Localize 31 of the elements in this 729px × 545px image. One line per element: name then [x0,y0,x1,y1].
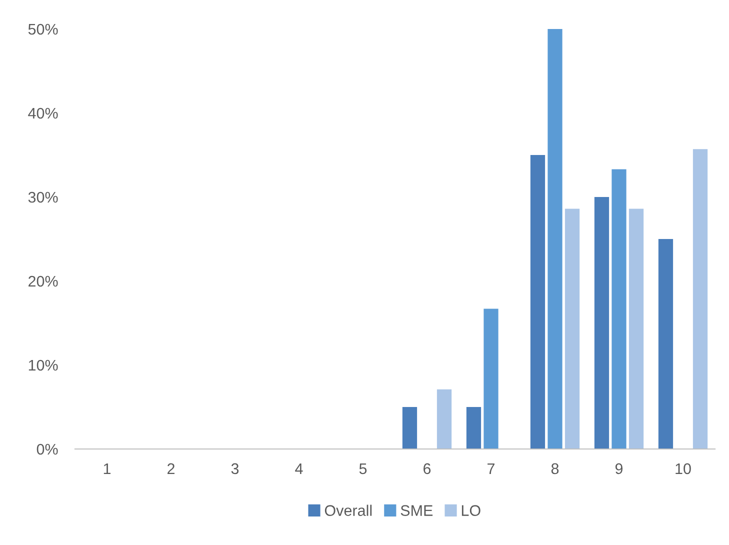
x-tick-label: 2 [168,463,174,474]
bar [564,208,580,449]
x-tick-label: 9 [615,463,623,474]
bar [548,29,562,449]
y-tick-label: 0% [36,444,58,455]
bar [436,389,452,449]
x-tick-label: 7 [488,463,494,474]
bar [692,149,708,449]
bar [402,407,418,449]
y-tick-label: 50% [28,24,58,35]
legend-label: Overall [324,504,372,516]
x-tick-label: 6 [424,463,431,474]
x-tick-label: 8 [551,463,559,474]
y-tick-label: 20% [28,276,58,287]
y-tick-label: 30% [28,192,58,203]
bar [466,407,482,449]
x-tick-label: 4 [295,463,303,474]
legend-label: LO [462,505,480,516]
x-tick-label: 10 [676,463,691,474]
legend-label: SME [400,505,433,516]
x-tick-label: 3 [231,463,239,474]
y-tick-label: 10% [28,360,58,371]
x-tick-label: 1 [104,463,111,474]
bar [612,169,626,449]
bar [484,308,498,449]
bar [594,197,610,449]
bar [530,155,546,449]
x-tick-label: 5 [359,463,367,474]
bar [658,239,674,449]
y-tick-label: 40% [28,108,58,119]
bar [628,208,644,449]
